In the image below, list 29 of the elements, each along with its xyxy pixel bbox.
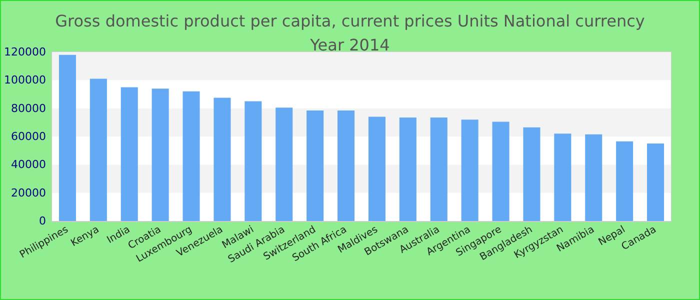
bar bbox=[647, 144, 664, 221]
bar bbox=[306, 110, 324, 221]
bar bbox=[90, 78, 107, 221]
bar bbox=[152, 88, 169, 221]
bar bbox=[58, 54, 76, 221]
y-tick-label: 80000 bbox=[10, 102, 46, 115]
bar bbox=[182, 91, 200, 221]
bar bbox=[120, 87, 138, 221]
bar bbox=[461, 120, 478, 221]
y-tick-label: 100000 bbox=[4, 74, 46, 87]
bar bbox=[554, 134, 572, 221]
y-tick-label: 0 bbox=[38, 214, 46, 228]
chart-title: Gross domestic product per capita, current prices Units National currency bbox=[55, 12, 645, 30]
bar bbox=[399, 117, 416, 221]
bar bbox=[585, 134, 602, 221]
y-tick-label: 120000 bbox=[4, 46, 46, 58]
bar bbox=[492, 122, 510, 221]
chart-subtitle: Year 2014 bbox=[309, 36, 390, 54]
bar bbox=[338, 110, 355, 221]
bar bbox=[368, 116, 386, 221]
bar bbox=[616, 141, 634, 221]
bar bbox=[430, 117, 448, 221]
bar bbox=[276, 108, 293, 221]
bar bbox=[244, 101, 262, 221]
y-tick-label: 60000 bbox=[10, 130, 46, 143]
y-tick-label: 40000 bbox=[10, 158, 46, 172]
y-tick-label: 20000 bbox=[10, 186, 46, 200]
bar bbox=[523, 127, 540, 221]
bar bbox=[214, 98, 231, 221]
